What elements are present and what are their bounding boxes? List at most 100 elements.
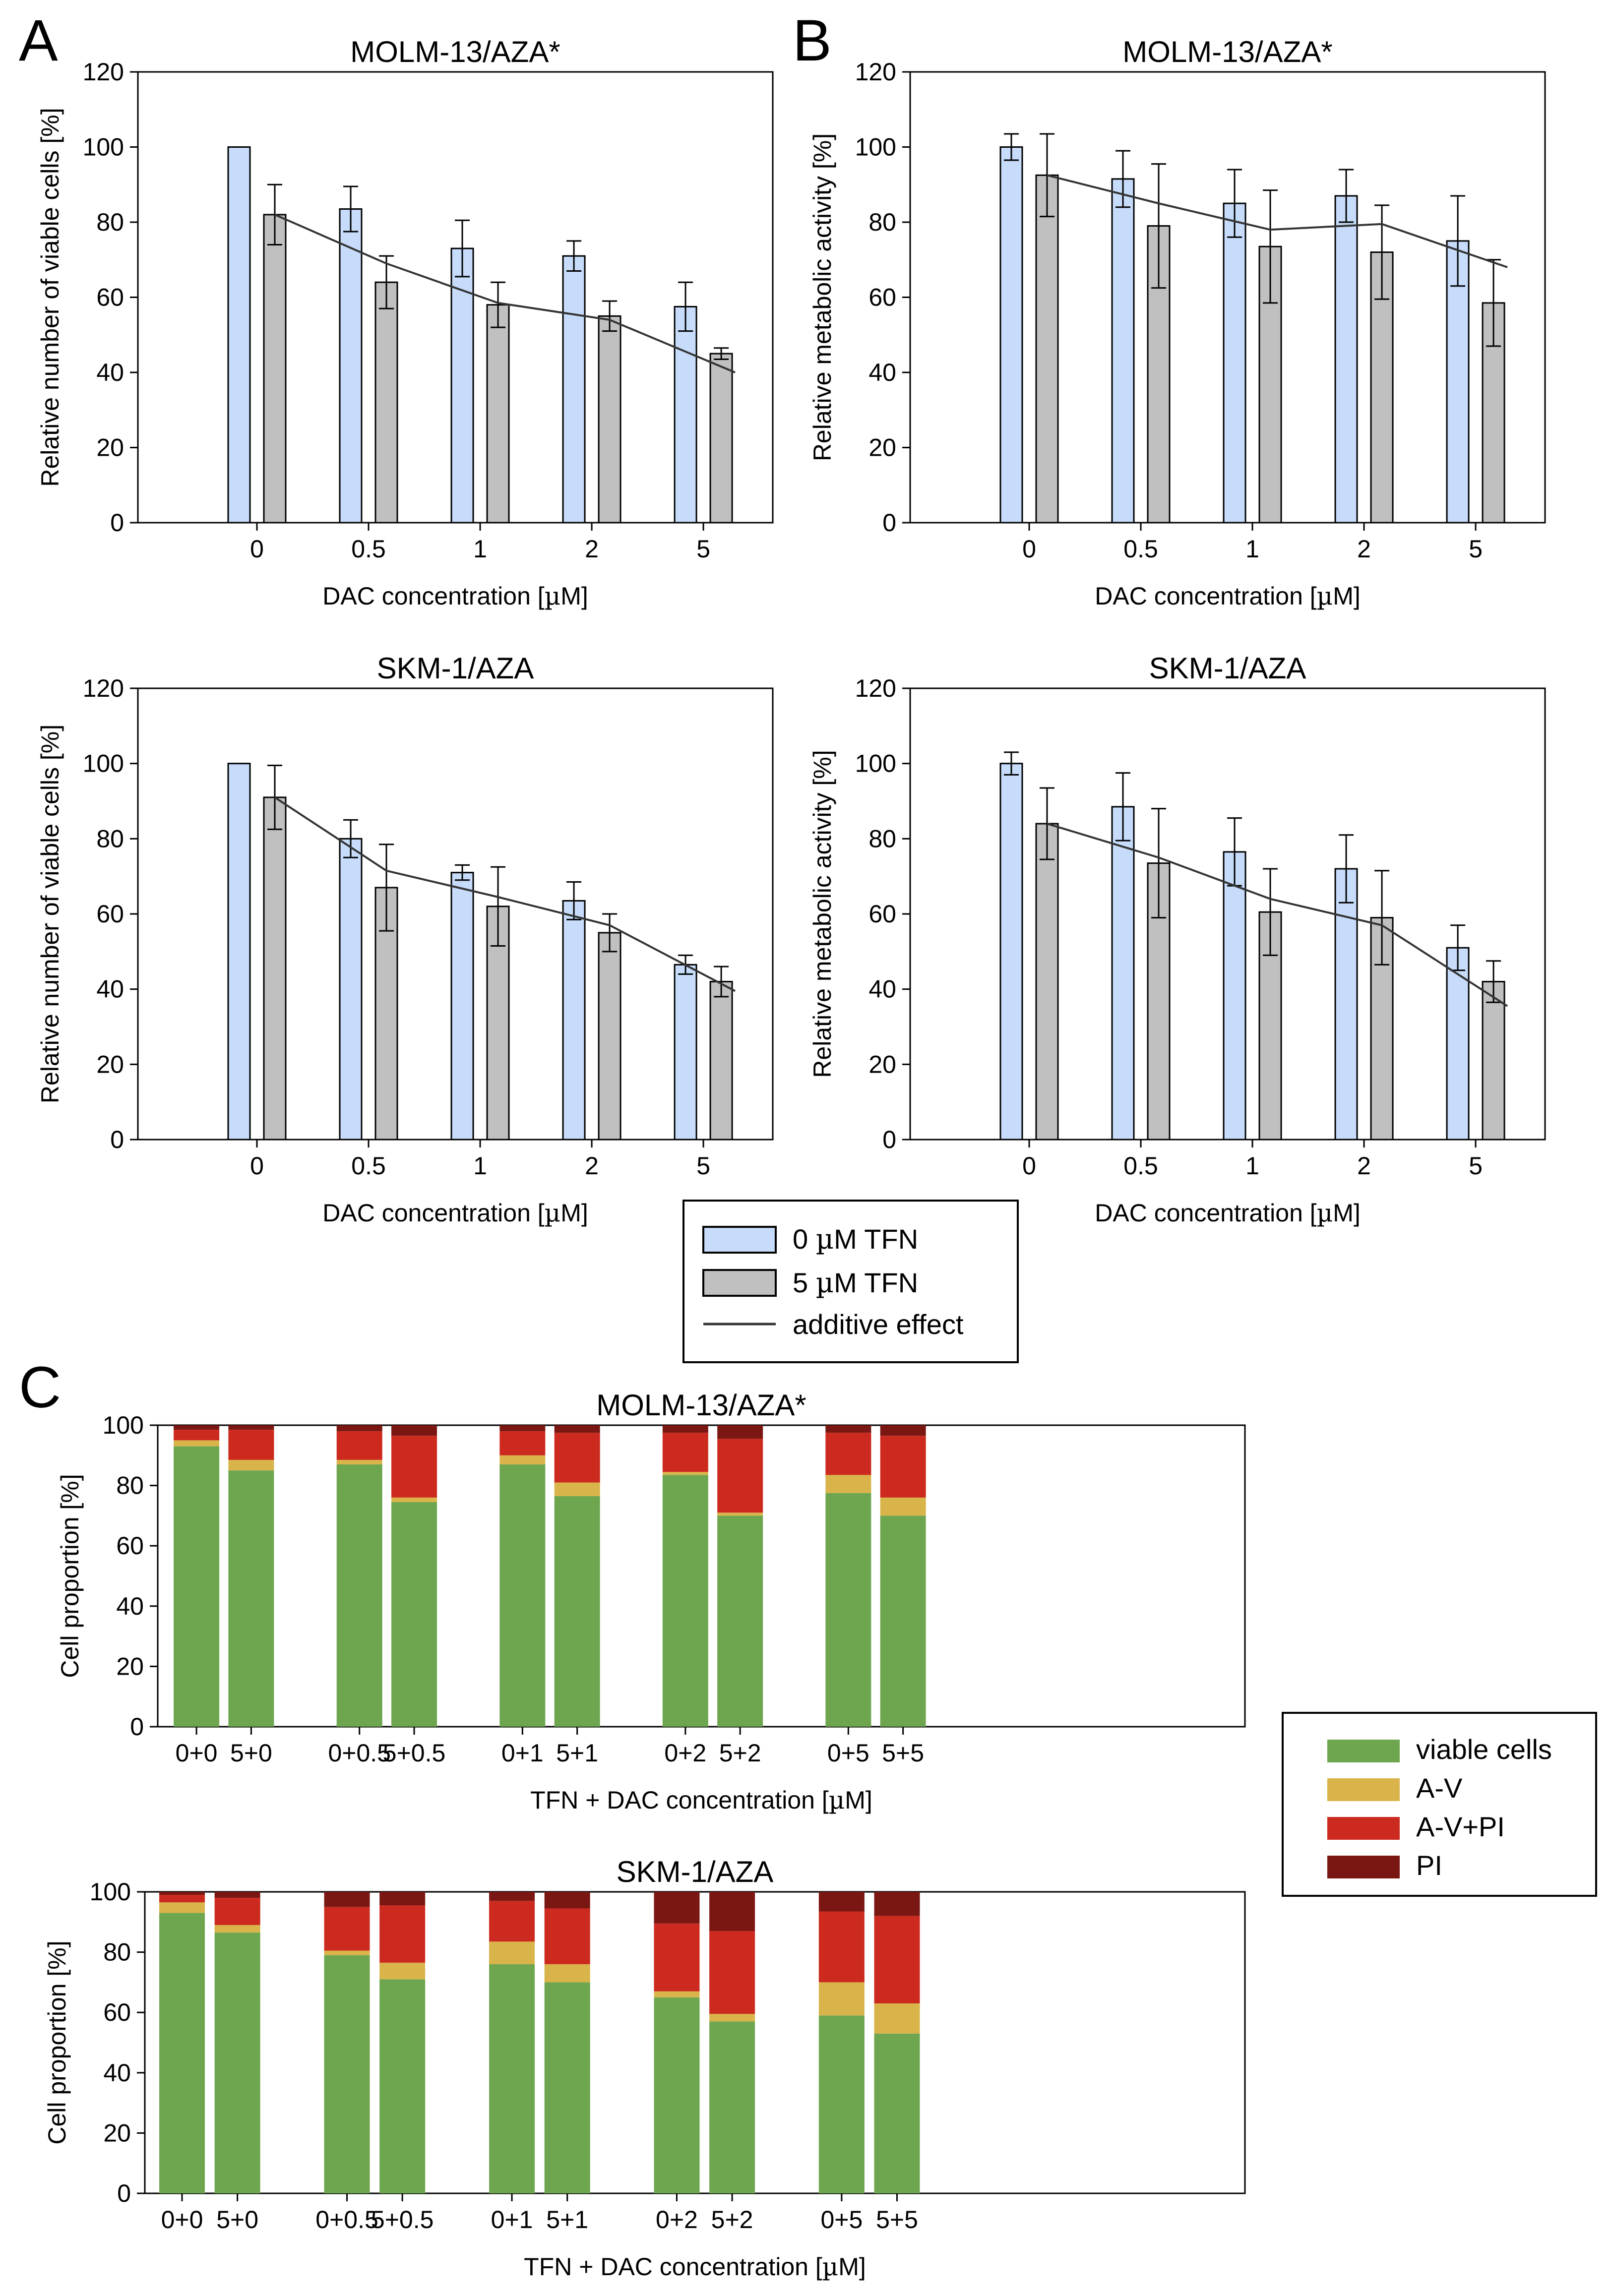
segment-a-v-pi-5-5: [874, 1916, 920, 2003]
x-tick-label: 5: [696, 1152, 710, 1180]
legend-swatch-5um-tfn: [702, 1269, 777, 1297]
x-tick-label: 0+5: [827, 1739, 869, 1767]
chart-title: MOLM-13/AZA*: [350, 35, 560, 68]
bar-5-m-tfn-0: [1035, 174, 1059, 524]
x-axis-label: TFN + DAC concentration [µM]: [530, 1786, 872, 1814]
y-tick-label: 120: [855, 58, 896, 86]
y-tick-label: 60: [116, 1532, 144, 1560]
x-tick-label: 1: [473, 535, 487, 563]
segment-a-v-5-0: [214, 1925, 260, 1933]
y-tick-label: 40: [116, 1592, 144, 1620]
y-tick-label: 20: [868, 1050, 896, 1078]
y-tick-label: 0: [110, 1126, 124, 1153]
segment-a-v-0-0: [174, 1440, 220, 1447]
bar-0-m-tfn-0-5: [1111, 806, 1135, 1141]
segment-pi-5-0-5: [391, 1425, 437, 1436]
segment-a-v-pi-0-2: [662, 1433, 708, 1472]
chart-skm1-cell-proportion: 0 20 40 60 80 100 Cell proportion [%] TFN + DAC…: [43, 1855, 1246, 2281]
chart-title: SKM-1/AZA: [1149, 652, 1306, 685]
y-tick-label: 40: [868, 975, 896, 1003]
legend-label-pi: PI: [1416, 1850, 1442, 1881]
segment-pi-5-1: [554, 1425, 600, 1433]
y-tick-label: 60: [96, 900, 124, 928]
segment-viable-cells-5-2: [709, 2021, 755, 2193]
segment-viable-cells-5-1: [554, 1496, 600, 1727]
y-tick-label: 100: [103, 1411, 144, 1439]
chart-title: MOLM-13/AZA*: [1122, 35, 1332, 68]
segment-a-v-pi-5-1: [544, 1908, 590, 1964]
y-tick-label: 0: [110, 509, 124, 537]
segment-pi-0-1: [499, 1425, 546, 1432]
segment-a-v-pi-5-2: [709, 1931, 755, 2014]
bar-5-m-tfn-5: [709, 981, 733, 1141]
segment-viable-cells-5-0-5: [379, 1979, 426, 2193]
segment-a-v-pi-5-0: [214, 1898, 260, 1925]
segment-pi-0-5: [825, 1425, 871, 1433]
y-tick-label: 40: [96, 359, 124, 386]
y-tick-label: 0: [882, 1126, 896, 1153]
bar-0-m-tfn-0: [999, 146, 1023, 524]
segment-pi-0-1: [489, 1892, 535, 1901]
segment-a-v-pi-0-0: [174, 1430, 220, 1441]
segment-viable-cells-0-0: [159, 1913, 205, 2193]
segment-a-v-5-1: [554, 1482, 600, 1496]
legend-label-a-v: A-V: [1416, 1772, 1463, 1804]
x-tick-label: 5: [1469, 535, 1483, 563]
x-tick-label: 2: [1357, 535, 1371, 563]
segment-viable-cells-0-0-5: [324, 1955, 370, 2193]
legend-label-5um-tfn: 5 µM TFN: [793, 1267, 918, 1299]
x-tick-label: 0.5: [351, 535, 386, 563]
bar-0-m-tfn-5: [1446, 240, 1470, 524]
additive-effect-line: [1047, 174, 1508, 268]
legend-swatch-a-v: [1327, 1778, 1400, 1801]
bar-5-m-tfn-1: [486, 304, 510, 524]
legend-swatch-pi: [1327, 1856, 1400, 1878]
y-tick-label: 100: [855, 750, 896, 778]
segment-a-v-0-2: [654, 1991, 700, 1997]
y-axis-label: Relative metabolic activity [%]: [808, 750, 836, 1078]
segment-a-v-5-5: [874, 2003, 920, 2034]
bar-0-m-tfn-0: [227, 146, 251, 524]
y-tick-label: 20: [96, 434, 124, 462]
legend-label-additive-effect: additive effect: [793, 1309, 964, 1340]
legend-tfn: 0 µM TFN 5 µM TFN additive effect: [682, 1200, 1019, 1363]
y-tick-label: 100: [83, 133, 124, 161]
chart-title: MOLM-13/AZA*: [596, 1389, 806, 1422]
segment-a-v-0-5: [818, 1982, 865, 2016]
x-tick-label: 0: [250, 1152, 264, 1180]
x-tick-label: 1: [1245, 1152, 1259, 1180]
bar-0-m-tfn-0: [999, 763, 1023, 1141]
segment-a-v-pi-0-5: [825, 1433, 871, 1475]
segment-pi-5-0: [214, 1892, 260, 1898]
y-tick-label: 120: [855, 674, 896, 702]
legend-swatch-a-v-pi: [1327, 1817, 1400, 1840]
y-axis-label: Cell proportion [%]: [56, 1474, 84, 1678]
segment-a-v-pi-0-2: [654, 1923, 700, 1992]
bar-5-m-tfn-5: [1482, 981, 1505, 1141]
bar-0-m-tfn-0-5: [1111, 178, 1135, 524]
x-tick-label: 0+5: [820, 2206, 863, 2234]
segment-pi-0-0: [174, 1425, 220, 1430]
y-axis-label: Cell proportion [%]: [43, 1940, 71, 2144]
x-axis-label: DAC concentration [µM]: [1095, 582, 1360, 610]
segment-pi-0-0-5: [324, 1892, 370, 1907]
x-tick-label: 0+0.5: [315, 2206, 378, 2234]
segment-pi-0-2: [654, 1892, 700, 1924]
segment-a-v-pi-5-2: [717, 1439, 763, 1513]
y-tick-label: 0: [130, 1713, 144, 1741]
panel-label-c: C: [19, 1355, 61, 1420]
bar-5-m-tfn-0: [263, 796, 287, 1141]
segment-viable-cells-0-5: [825, 1493, 871, 1727]
bar-5-m-tfn-0-5: [374, 281, 398, 524]
x-tick-label: 0+2: [664, 1739, 706, 1767]
segment-pi-5-0-5: [379, 1892, 426, 1906]
segment-pi-0-0: [159, 1892, 205, 1895]
bar-0-m-tfn-0-5: [339, 838, 363, 1141]
x-tick-label: 0+1: [501, 1739, 544, 1767]
y-tick-label: 60: [103, 1998, 131, 2026]
segment-pi-5-5: [880, 1425, 926, 1436]
bar-5-m-tfn-2: [598, 315, 621, 524]
